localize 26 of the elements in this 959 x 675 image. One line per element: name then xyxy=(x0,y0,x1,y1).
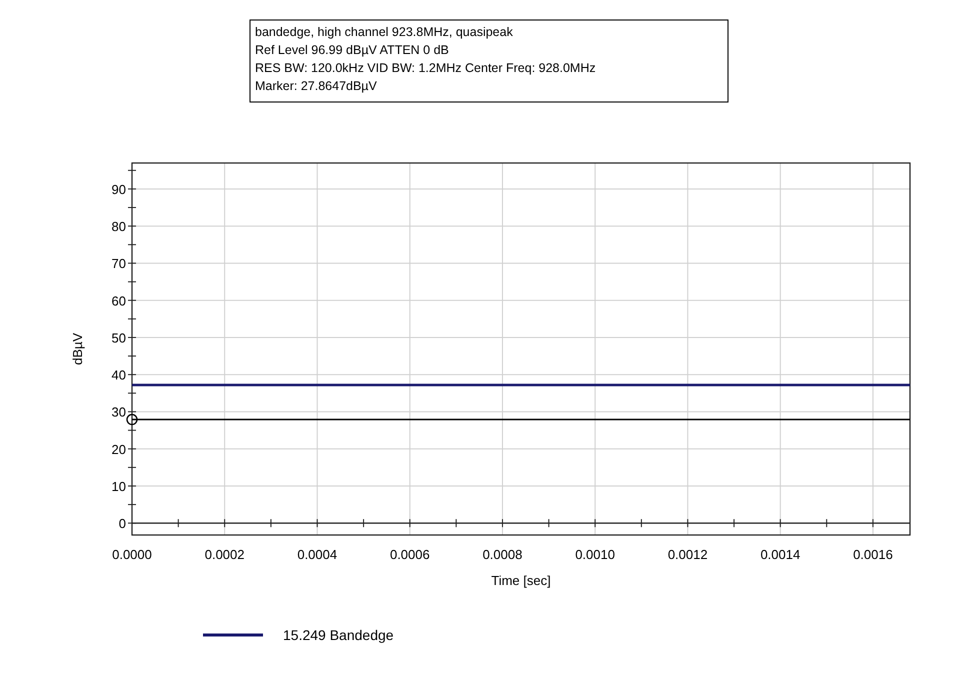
x-tick-label: 0.0016 xyxy=(853,547,893,562)
y-tick-label: 10 xyxy=(112,478,126,494)
text: bandedge, high channel 923.8MHz, quasipeak xyxy=(255,25,514,39)
x-tick-label: 0.0004 xyxy=(297,547,338,562)
x-tick-label: 0.0002 xyxy=(204,547,244,562)
y-tick-label: 0 xyxy=(118,516,126,532)
x-tick-label: 0.0012 xyxy=(668,547,708,562)
y-axis-title: dBµV xyxy=(70,332,85,366)
y-tick-label: 20 xyxy=(112,442,126,457)
text: Marker: 27.8647dBµV xyxy=(255,79,378,93)
y-tick-label: 40 xyxy=(112,368,126,383)
x-tick-label: 0.0006 xyxy=(390,547,430,562)
y-tick-label: 80 xyxy=(112,219,126,234)
y-tick-label: 60 xyxy=(112,293,126,308)
legend-label: 15.249 Bandedge xyxy=(283,627,394,643)
y-tick-label: 50 xyxy=(112,330,126,346)
y-tick-label: 70 xyxy=(112,256,126,272)
x-tick-label: 0.0014 xyxy=(760,547,800,562)
y-tick-label: 30 xyxy=(112,404,126,420)
x-tick-label: 0.0010 xyxy=(575,547,615,562)
x-tick-label: 0.0000 xyxy=(112,547,152,562)
y-tick-label: 90 xyxy=(112,182,126,197)
x-tick-label: 0.0008 xyxy=(482,547,522,562)
x-axis-title: Time [sec] xyxy=(491,573,551,588)
text: RES BW: 120.0kHz VID BW: 1.2MHz Center Freq: 928.0MHz xyxy=(255,61,596,75)
text: Ref Level 96.99 dBµV ATTEN 0 dB xyxy=(255,43,449,57)
